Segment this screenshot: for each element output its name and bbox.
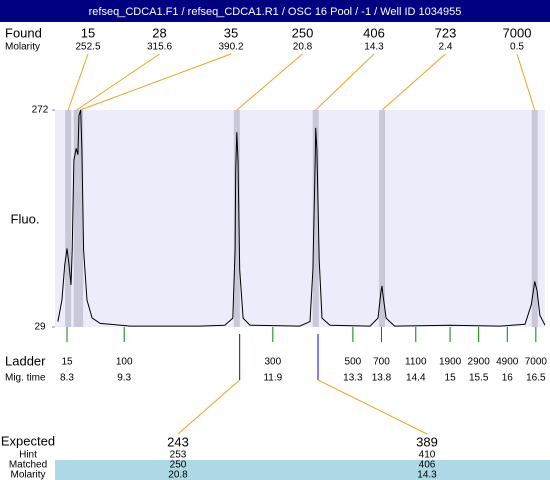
matched-size: 250	[170, 460, 187, 471]
expected-size: 389	[416, 434, 438, 449]
found-molarity: 390.2	[218, 42, 243, 53]
peak-band	[233, 110, 240, 327]
ladder-time: 16	[502, 373, 514, 384]
found-molarity: 252.5	[75, 42, 100, 53]
found-molarity: 14.3	[364, 42, 384, 53]
header-bar	[0, 0, 550, 22]
ladder-time: 13.8	[372, 373, 392, 384]
peak-band	[312, 110, 319, 327]
peak-connector	[67, 53, 89, 111]
header-title: refseq_CDCA1.F1 / refseq_CDCA1.R1 / OSC …	[89, 6, 462, 18]
y-axis-label: Fluo.	[11, 211, 40, 226]
found-molarity: 2.4	[439, 42, 453, 53]
trace	[57, 109, 546, 327]
peak-band	[77, 110, 84, 327]
ladder-time: 8.3	[60, 373, 74, 384]
found-size: 250	[292, 25, 314, 40]
peak-connector	[236, 53, 303, 111]
found-molarity: 20.8	[293, 42, 313, 53]
peak-connector	[315, 53, 375, 111]
ladder-size: 500	[345, 357, 362, 368]
peak-band	[73, 110, 80, 327]
ladder-size: 2900	[468, 357, 491, 368]
plot-area	[55, 110, 545, 327]
ladder-size: 7000	[525, 357, 548, 368]
peak-connector	[516, 53, 536, 111]
y-tick-label: 29	[34, 322, 46, 333]
peak-connector	[381, 53, 446, 111]
ladder-size: 700	[373, 357, 390, 368]
ladder-time: 15	[445, 373, 457, 384]
found-molarity-label: Molarity	[5, 42, 40, 53]
y-tick-label: 272	[32, 105, 49, 116]
ladder-label: Ladder	[5, 353, 46, 368]
ladder-time-label: Mig. time	[5, 373, 46, 384]
found-molarity: 0.5	[510, 42, 524, 53]
found-size: 15	[81, 25, 95, 40]
ladder-size: 300	[264, 357, 281, 368]
ladder-time: 9.3	[117, 373, 131, 384]
hint-size: 410	[419, 450, 436, 461]
matched-band	[55, 460, 550, 480]
found-molarity: 315.6	[147, 42, 172, 53]
peak-band	[531, 110, 538, 327]
expected-connector	[177, 379, 241, 435]
matched-molarity: 20.8	[168, 470, 188, 480]
matched-molarity: 14.3	[417, 470, 437, 480]
expected-label: Expected	[1, 433, 55, 448]
ladder-size: 4900	[496, 357, 519, 368]
matched-size: 406	[419, 460, 436, 471]
ladder-time: 15.5	[469, 373, 489, 384]
found-size: 28	[152, 25, 166, 40]
ladder-time: 16.5	[526, 373, 546, 384]
peak-band	[65, 110, 72, 327]
expected-connector	[317, 379, 428, 435]
ladder-size: 1100	[405, 357, 427, 368]
ladder-time: 11.9	[263, 373, 282, 384]
matched-label: Matched	[9, 460, 47, 471]
peak-connector	[79, 53, 232, 111]
peak-band	[379, 110, 386, 327]
ladder-time: 13.3	[343, 373, 363, 384]
found-size: 35	[224, 25, 238, 40]
peak-connector	[76, 53, 160, 111]
ladder-time: 14.4	[406, 373, 426, 384]
found-label: Found	[5, 25, 42, 40]
found-size: 7000	[503, 25, 532, 40]
expected-molarity-label: Molarity	[10, 470, 45, 480]
ladder-size: 100	[116, 357, 133, 368]
expected-size: 243	[167, 434, 189, 449]
hint-label: Hint	[19, 450, 37, 461]
hint-size: 253	[170, 450, 187, 461]
found-size: 406	[363, 25, 385, 40]
found-size: 723	[435, 25, 457, 40]
ladder-size: 1900	[439, 357, 462, 368]
ladder-size: 15	[61, 357, 73, 368]
